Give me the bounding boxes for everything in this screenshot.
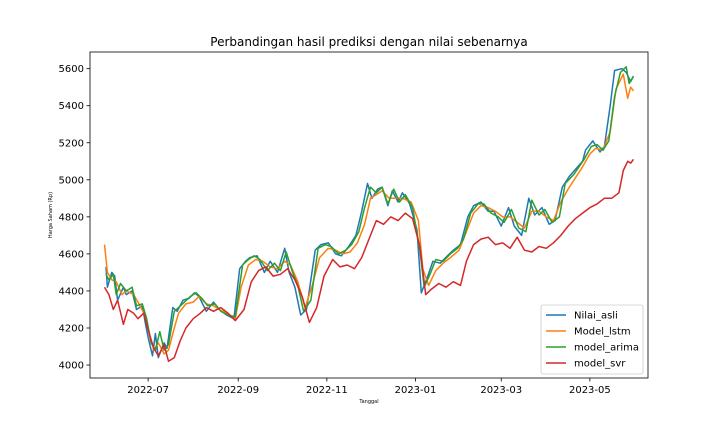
legend-label-1: Model_lstm [574, 327, 631, 338]
y-tick-label: 5200 [59, 138, 84, 149]
y-tick-label: 5000 [59, 175, 84, 186]
series-line-0 [105, 67, 635, 359]
x-tick-label: 2023-05 [569, 385, 611, 396]
series-line-2 [105, 66, 635, 351]
y-axis-label: Harga Saham (Rp) [48, 192, 54, 238]
plot-frame [89, 51, 649, 379]
legend-label-2: model_arima [574, 343, 639, 354]
y-tick-label: 4000 [59, 361, 84, 372]
legend: Nilai_asli Model_lstm model_arima model_svr [540, 304, 644, 375]
chart-title: Perbandingan hasil prediksi dengan nilai… [210, 35, 527, 49]
legend-box [540, 304, 644, 375]
y-axis: 4000 4200 4400 4600 4800 5000 5200 5400 5600 [59, 64, 90, 372]
y-tick-label: 4200 [59, 323, 84, 334]
y-tick-label: 4600 [59, 249, 84, 260]
x-axis: 2022-07 2022-09 2022-11 2023-01 2023-03 2023-… [127, 378, 611, 396]
series-line-3 [103, 158, 635, 363]
series-layer [103, 66, 635, 363]
legend-label-0: Nilai_asli [574, 311, 618, 322]
x-tick-label: 2023-01 [395, 385, 437, 396]
x-tick-label: 2022-09 [217, 385, 259, 396]
x-tick-label: 2022-11 [306, 385, 348, 396]
y-tick-label: 4400 [59, 286, 84, 297]
x-axis-label: Tanggal [358, 399, 378, 405]
series-line-1 [103, 73, 635, 355]
x-tick-label: 2023-03 [480, 385, 522, 396]
y-tick-label: 4800 [59, 212, 84, 223]
x-tick-label: 2022-07 [127, 385, 169, 396]
y-tick-label: 5600 [59, 64, 84, 75]
y-tick-label: 5400 [59, 101, 84, 112]
legend-label-3: model_svr [574, 359, 626, 370]
